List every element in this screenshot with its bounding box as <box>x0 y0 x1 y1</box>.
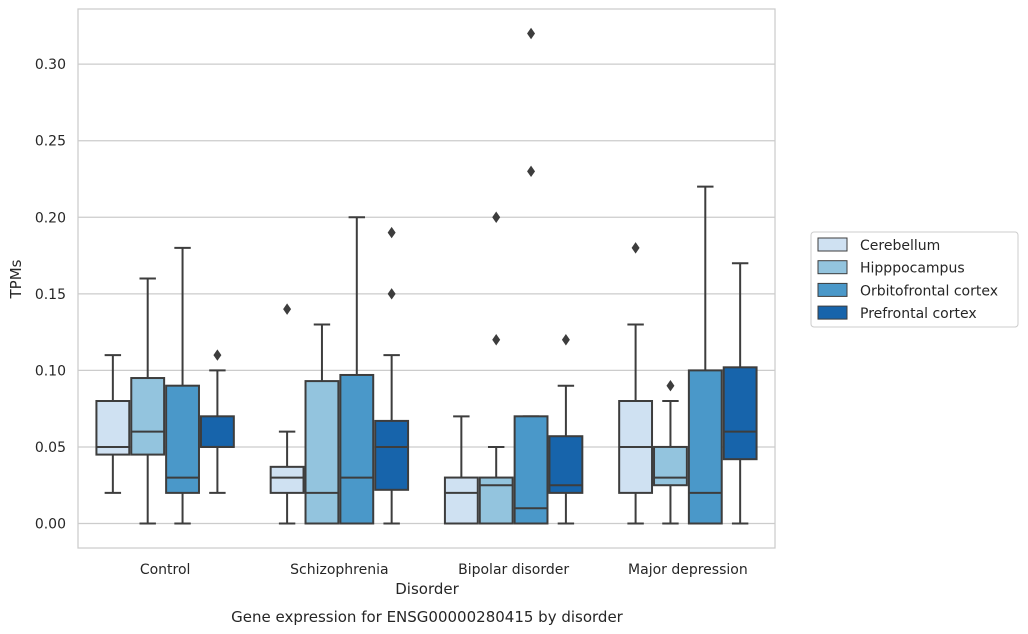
box-group <box>722 262 758 525</box>
legend-swatch <box>817 237 848 252</box>
chart-caption: Gene expression for ENSG00000280415 by d… <box>231 608 624 626</box>
x-axis-label: Disorder <box>395 580 459 598</box>
x-tick-label: Schizophrenia <box>290 562 388 578</box>
box <box>339 373 375 525</box>
box <box>269 465 305 494</box>
box <box>95 400 131 456</box>
legend-swatch <box>817 305 848 320</box>
outlier-marker <box>527 165 536 178</box>
legend: Cerebellum Hipppocampus Orbitofrontal cort… <box>810 231 1019 328</box>
box <box>513 415 549 525</box>
y-axis-label: TPMs <box>7 259 25 299</box>
box <box>443 476 479 525</box>
y-tick-label: 0.10 <box>35 363 66 379</box>
box-plots <box>95 27 758 525</box>
outlier-marker <box>666 379 675 392</box>
box-group <box>199 349 235 494</box>
x-tick-labels: Control Schizophrenia Bipolar disorder Majo… <box>140 562 748 578</box>
y-tick-label: 0.15 <box>35 287 66 303</box>
legend-label: Prefrontal cortex <box>860 306 977 322</box>
y-tick-label: 0.25 <box>35 134 66 150</box>
box <box>130 377 166 456</box>
outlier-marker <box>492 334 501 346</box>
box-group <box>687 185 723 525</box>
x-tick-label: Bipolar disorder <box>458 562 569 578</box>
x-tick-label: Control <box>140 562 191 578</box>
plot-frame <box>77 8 776 549</box>
box-group <box>618 242 654 525</box>
legend-swatch <box>817 282 848 297</box>
box <box>653 445 688 487</box>
outlier-marker <box>283 303 292 315</box>
box-group <box>374 226 410 525</box>
box <box>687 369 723 525</box>
outlier-marker <box>213 349 222 361</box>
legend-frame <box>810 231 1019 328</box>
box <box>165 384 200 494</box>
box-group <box>339 216 375 525</box>
legend-swatch <box>817 260 848 275</box>
legend-items: Cerebellum Hipppocampus Orbitofrontal cort… <box>817 237 998 322</box>
box-group <box>130 277 166 525</box>
box <box>374 419 410 491</box>
y-tick-label: 0.20 <box>35 210 66 226</box>
legend-label: Orbitofrontal cortex <box>860 283 998 299</box>
box <box>548 435 584 494</box>
legend-label: Hipppocampus <box>860 261 965 277</box>
box-group <box>165 246 200 525</box>
outlier-marker <box>492 211 501 223</box>
box-group <box>304 323 340 525</box>
box-group <box>269 303 305 525</box>
outlier-marker <box>387 288 396 300</box>
box <box>304 380 340 525</box>
box-group <box>478 211 514 525</box>
box-group <box>548 334 584 525</box>
box-group <box>513 27 549 525</box>
box-group <box>653 379 688 525</box>
outlier-marker <box>561 334 570 346</box>
y-tick-labels: 0.00 0.05 0.10 0.15 0.20 0.25 0.30 <box>35 57 66 532</box>
y-tick-label: 0.30 <box>35 57 66 73</box>
outlier-marker <box>527 27 536 40</box>
y-tick-label: 0.00 <box>35 517 66 533</box>
y-tick-label: 0.05 <box>35 440 66 456</box>
box-group <box>443 415 479 525</box>
box <box>199 415 235 448</box>
outlier-marker <box>387 226 396 239</box>
box-group <box>95 354 131 494</box>
legend-label: Cerebellum <box>860 238 940 254</box>
box <box>722 366 758 461</box>
x-tick-label: Major depression <box>628 562 748 578</box>
outlier-marker <box>631 242 640 254</box>
